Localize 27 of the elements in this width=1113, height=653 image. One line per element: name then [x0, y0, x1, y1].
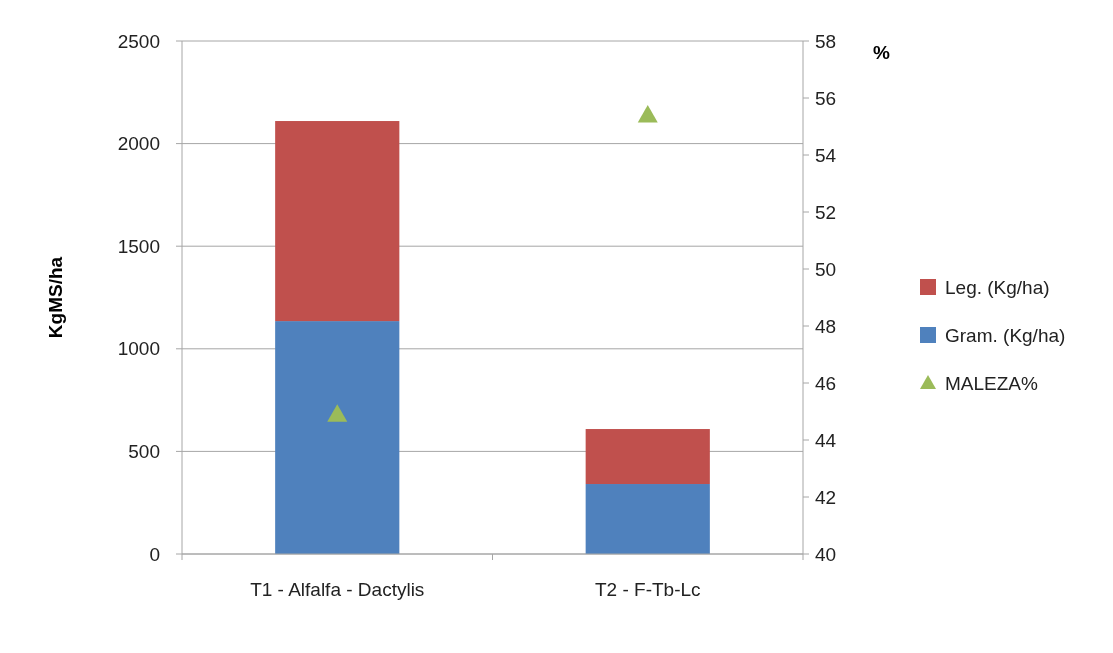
y2-tick-label: 54 [815, 144, 837, 166]
legend-label: Leg. (Kg/ha) [945, 276, 1050, 298]
y-tick-label: 500 [128, 441, 160, 463]
y-tick-label: 2500 [117, 30, 160, 52]
y2-tick-label: 42 [815, 486, 837, 508]
y-tick-label: 1000 [117, 338, 160, 360]
y2-axis-title: % [873, 42, 890, 63]
bar [585, 484, 710, 554]
y2-tick-label: 46 [815, 372, 837, 394]
y2-tick-label: 50 [815, 258, 837, 280]
x-tick-label: T1 - Alfalfa - Dactylis [250, 579, 425, 600]
bar [275, 121, 400, 322]
y2-tick-label: 44 [815, 429, 837, 451]
y2-tick-label: 40 [815, 543, 837, 565]
y2-tick-label: 58 [815, 30, 837, 52]
y2-tick-label: 56 [815, 87, 837, 109]
bar [585, 429, 710, 485]
x-tick-label: T2 - F-Tb-Lc [594, 579, 701, 600]
bar [275, 321, 400, 554]
y-tick-label: 1500 [117, 235, 160, 257]
y-tick-label: 0 [149, 543, 160, 565]
y-tick-label: 2000 [117, 133, 160, 155]
y-axis-title: KgMS/ha [45, 256, 66, 339]
legend-label: Gram. (Kg/ha) [945, 324, 1066, 346]
y2-tick-label: 52 [815, 201, 837, 223]
legend-label: MALEZA% [945, 372, 1039, 394]
y2-tick-label: 48 [815, 315, 837, 337]
